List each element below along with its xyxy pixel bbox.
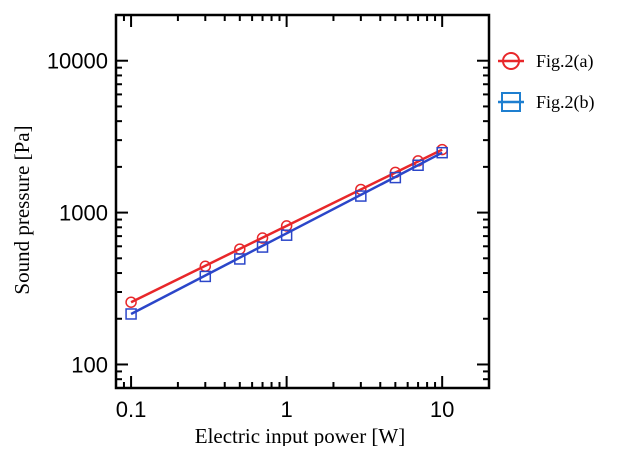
axis-ticks: [115, 14, 490, 389]
plot-frame: [114, 13, 491, 390]
legend: Fig.2(a) Fig.2(b): [498, 51, 595, 113]
series-1: [125, 143, 448, 308]
y-tick-label: 1000: [59, 201, 108, 226]
data-point: [355, 190, 367, 202]
data-point: [234, 253, 246, 265]
y-tick-label: 10000: [47, 49, 108, 74]
x-tick-label: 10: [430, 397, 454, 422]
x-tick-label: 0.1: [116, 397, 147, 422]
legend-marker-square: [501, 92, 521, 112]
data-point: [125, 308, 137, 320]
series-line: [130, 151, 443, 316]
series-2: [125, 146, 448, 320]
data-point: [412, 159, 424, 171]
data-point: [125, 296, 137, 308]
data-point: [389, 171, 402, 184]
legend-marker-circle: [502, 52, 520, 70]
data-point: [280, 229, 293, 241]
legend-label: Fig.2(a): [536, 51, 594, 72]
data-point: [436, 146, 448, 159]
legend-item-1: Fig.2(a): [498, 51, 594, 72]
axis-tick-labels: 0.1 1 10 100 1000 10000: [47, 49, 455, 422]
y-tick-label: 100: [71, 352, 108, 377]
y-axis-title: Sound pressure [Pa]: [10, 125, 34, 294]
legend-label: Fig.2(b): [536, 92, 595, 113]
x-axis-title: Electric input power [W]: [195, 424, 406, 446]
data-point: [199, 270, 212, 283]
legend-item-2: Fig.2(b): [498, 92, 595, 113]
x-tick-label: 1: [280, 397, 292, 422]
data-point: [256, 232, 269, 244]
data-point: [256, 241, 269, 253]
series-layer: [125, 143, 448, 320]
